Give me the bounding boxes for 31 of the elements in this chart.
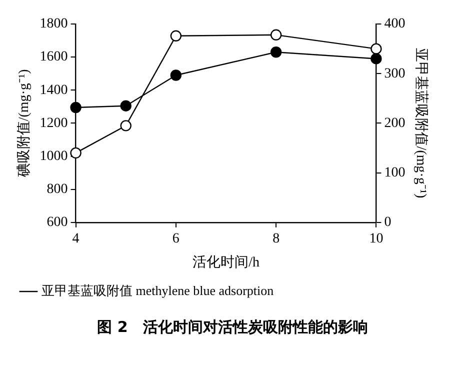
- point: [270, 46, 282, 58]
- y2-tick-label: 0: [384, 215, 392, 230]
- y2-axis-title: 亚甲基蓝吸附值/(mg·g⁻¹): [412, 48, 429, 199]
- point: [370, 53, 382, 64]
- point: [120, 100, 132, 112]
- caption: 图 2 活化时间对活性炭吸附性能的影响: [96, 318, 369, 337]
- y-tick-label: 1000: [40, 148, 68, 164]
- y-tick-label: 1600: [40, 50, 68, 65]
- legend-label: 亚甲基蓝吸附值 methylene blue adsorption: [42, 282, 274, 298]
- x-tick-label: 8: [272, 231, 280, 246]
- point: [270, 29, 282, 41]
- point: [170, 30, 182, 42]
- point: [70, 102, 82, 114]
- y2-tick-label: 300: [384, 66, 406, 82]
- point: [370, 43, 382, 54]
- point: [120, 120, 132, 132]
- y2-tick-label: 200: [384, 116, 406, 131]
- y-tick-label: 600: [46, 215, 68, 230]
- x-axis-title: 活化时间/h: [192, 254, 260, 270]
- y2-tick-label: 100: [384, 165, 406, 180]
- y2-tick-label: 400: [384, 16, 406, 32]
- y-tick-label: 1800: [40, 16, 68, 32]
- point: [70, 147, 82, 159]
- point: [170, 70, 182, 81]
- y-axis-title: 碘吸附值/(mg·g⁻¹): [16, 68, 32, 178]
- y-tick-label: 800: [46, 182, 68, 198]
- x-tick-label: 6: [172, 231, 180, 246]
- y-tick-label: 1400: [40, 82, 68, 98]
- y-tick-label: 1200: [40, 116, 68, 131]
- x-tick-label: 10: [369, 231, 384, 246]
- x-tick-label: 4: [72, 231, 80, 246]
